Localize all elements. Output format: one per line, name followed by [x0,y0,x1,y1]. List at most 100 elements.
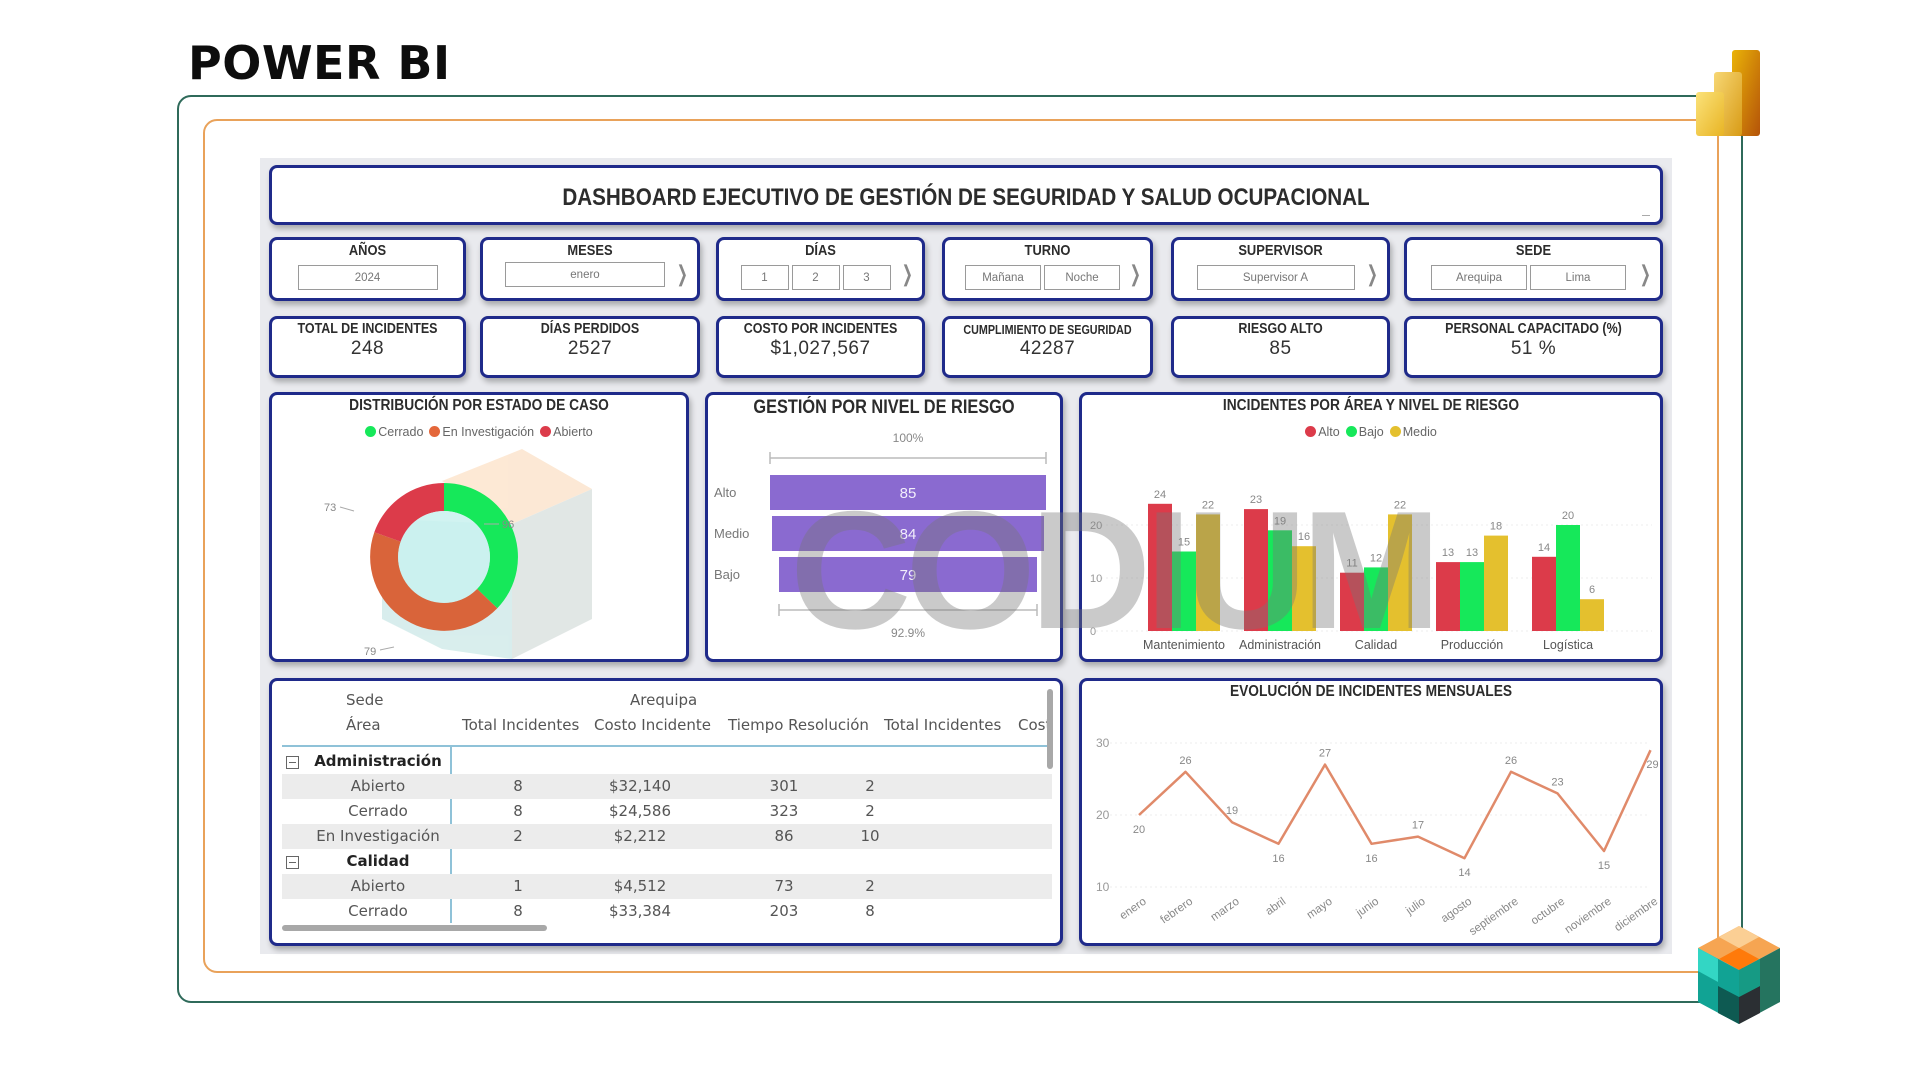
donut-chart[interactable]: 96 79 73 [272,449,686,659]
area-cell: Calidad [346,852,410,870]
svg-text:29: 29 [1646,759,1658,771]
area-cell: Cerrado [348,802,408,820]
slicer-option[interactable]: Supervisor A [1196,265,1355,290]
table-cell: $24,586 [608,802,672,820]
legend-item-alto[interactable]: Alto [1305,425,1340,439]
area-cell: En Investigación [316,827,440,845]
kpi-label: RIESGO ALTO [1238,321,1323,337]
chevron-right-icon[interactable]: ❯ [901,262,913,287]
legend-item-bajo[interactable]: Bajo [1345,425,1384,439]
bar-medio [1388,514,1412,631]
svg-text:10: 10 [1090,573,1102,585]
horizontal-scrollbar[interactable] [282,925,547,931]
x-axis-label: octubre [1529,896,1567,928]
chevron-right-icon[interactable]: ❯ [1639,262,1651,287]
funnel-category: Medio [714,526,749,541]
svg-text:84: 84 [900,526,917,543]
bar-alto [1340,572,1364,631]
monthly-line-chart-card: EVOLUCIÓN DE INCIDENTES MENSUALES 10 20 30… [1079,678,1663,946]
slicer-option[interactable]: 2024 [297,265,438,290]
bar-medio [1292,546,1316,631]
collapse-icon[interactable] [286,756,299,769]
slicer-days: DÍAS 1 2 3 ❯ [716,237,925,301]
column-header[interactable]: Total Incidentes [884,716,1002,734]
vertical-scrollbar[interactable] [1047,689,1053,769]
svg-text:16: 16 [1365,853,1377,865]
svg-text:20: 20 [1090,520,1102,532]
area-cell: Abierto [350,777,406,795]
donut-label-cerrado: 96 [502,519,514,531]
column-header[interactable]: Cost [1018,716,1052,734]
collapse-icon[interactable] [286,856,299,869]
kpi-incident-cost: COSTO POR INCIDENTES $1,027,567 [716,316,925,378]
table-row[interactable]: En Investigación 2 $2,212 86 10 [282,824,1052,849]
svg-text:10: 10 [1096,880,1110,894]
table-cell: 2 [865,877,875,895]
svg-text:0: 0 [1090,626,1096,638]
svg-text:20: 20 [1133,824,1145,836]
kpi-value: 2527 [567,338,613,359]
slicer-option[interactable]: Noche [1044,265,1120,290]
bar-medio [1580,599,1604,631]
outer-frame [177,95,1743,1003]
x-axis-label: Administración [1239,638,1321,652]
slicer-option[interactable]: 1 [740,265,789,290]
x-axis-label: Calidad [1355,638,1397,652]
kpi-high-risk: RIESGO ALTO 85 [1171,316,1390,378]
svg-text:26: 26 [1179,755,1191,767]
table-row[interactable]: Cerrado 8 $33,384 203 8 [282,899,1052,924]
kpi-value: 42287 [1019,338,1076,359]
kpi-label: DÍAS PERDIDOS [540,321,640,337]
kpi-label: PERSONAL CAPACITADO (%) [1445,321,1622,337]
column-header[interactable]: Total Incidentes [462,716,580,734]
more-options-icon[interactable] [1642,215,1650,216]
svg-text:20: 20 [1096,808,1110,822]
legend-item-abierto[interactable]: Abierto [540,425,593,439]
column-header[interactable]: Costo Incidente [594,716,712,734]
chevron-right-icon[interactable]: ❯ [1129,262,1141,287]
row-header-area: Área [346,716,381,734]
chevron-right-icon[interactable]: ❯ [676,262,688,287]
x-axis-label: Producción [1441,638,1504,652]
slicer-label: SEDE [1515,242,1552,259]
chart-title: GESTIÓN POR NIVEL DE RIESGO [753,397,1015,418]
kpi-trained-staff: PERSONAL CAPACITADO (%) 51 % [1404,316,1663,378]
slicer-site: SEDE Arequipa Lima ❯ [1404,237,1663,301]
table-cell: 8 [513,902,523,920]
table-row[interactable]: Abierto 8 $32,140 301 2 [282,774,1052,799]
area-risk-bar-chart[interactable]: 0 10 20 24 15 22 Mantenimiento 23 19 16 Administra… [1082,445,1660,661]
bar-bajo [1556,525,1580,631]
slicer-option[interactable]: 3 [842,265,891,290]
column-header[interactable]: Tiempo Resolución [728,716,869,734]
x-axis-label: julio [1403,896,1427,918]
x-axis-label: mayo [1305,896,1335,922]
svg-text:26: 26 [1505,755,1517,767]
chevron-right-icon[interactable]: ❯ [1366,262,1378,287]
chart-title: DISTRIBUCIÓN POR ESTADO DE CASO [349,397,609,414]
slicer-option[interactable]: Mañana [965,265,1041,290]
table-row[interactable]: Abierto 1 $4,512 73 2 [282,874,1052,899]
legend-item-cerrado[interactable]: Cerrado [365,425,423,439]
table-row[interactable]: Cerrado 8 $24,586 323 2 [282,799,1052,824]
area-cell: Cerrado [348,902,408,920]
donut-chart-card: DISTRIBUCIÓN POR ESTADO DE CASO Cerrado … [269,392,689,662]
x-axis-label: enero [1118,896,1149,923]
monthly-line-chart[interactable]: 10 20 30 20 26 19 16 27 16 17 14 26 23 15 29 enero febre… [1082,703,1660,943]
power-bi-logo-icon [1696,50,1760,136]
slicer-option[interactable]: Lima [1530,265,1626,290]
slicer-option[interactable]: 2 [791,265,840,290]
slicer-shift: TURNO Mañana Noche ❯ [942,237,1153,301]
donut-label-en-investigacion: 79 [364,646,376,658]
slicer-option[interactable]: Arequipa [1431,265,1527,290]
kpi-lost-days: DÍAS PERDIDOS 2527 [480,316,700,378]
slicer-option[interactable]: enero [505,262,665,287]
svg-text:20: 20 [1562,510,1574,522]
risk-funnel-chart[interactable]: 100% 85 84 79 Alto Medio Bajo 92.9% [708,419,1060,655]
funnel-category: Alto [714,485,736,500]
table-group-row[interactable]: Calidad [282,849,1052,874]
table-group-row[interactable]: Administración [282,749,1052,774]
bar-bajo [1172,551,1196,631]
legend-item-medio[interactable]: Medio [1389,425,1437,439]
cube-logo-icon [1698,926,1780,1024]
legend-item-en-investigacion[interactable]: En Investigación [429,425,534,439]
